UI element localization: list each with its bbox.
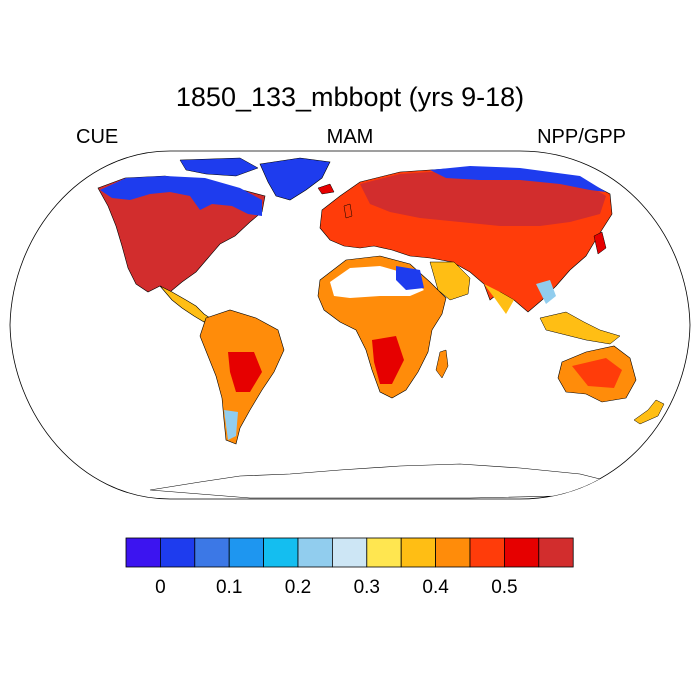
colorbar-tick-label: 0.5 [491, 577, 517, 598]
colorbar-bin [159, 537, 196, 568]
land-south-asia [484, 284, 514, 314]
colorbar-tick-label: 0.1 [216, 577, 242, 598]
colorbar-bin [228, 537, 264, 568]
land-arctic-blue [430, 166, 606, 192]
land-greenland [259, 157, 331, 201]
colorbar-bin [503, 537, 540, 568]
land-indonesia [539, 311, 621, 345]
colorbar-tick-labels: 0 0.1 0.2 0.3 0.4 0.5 [155, 577, 517, 598]
colorbar-bin [400, 537, 437, 568]
land-antarctica [149, 463, 621, 499]
right-string: NPP/GPP [537, 126, 626, 148]
land-arabia [429, 261, 471, 301]
colorbar-bin [469, 537, 505, 568]
colorbar-bin [297, 537, 333, 568]
land-south-america-red [228, 352, 262, 392]
colorbar-tick-label: 0.3 [354, 577, 380, 598]
colorbar-tick-label: 0.4 [422, 577, 449, 598]
land-madagascar [435, 349, 449, 379]
left-string: CUE [76, 126, 119, 148]
colorbar-bin [263, 537, 299, 568]
land-new-zealand [633, 399, 665, 425]
land-siberia-red [360, 170, 606, 226]
land-sahara-blue [396, 266, 424, 290]
land-se-asia-blue [536, 280, 556, 304]
figure-title: 1850_133_mbbopt (yrs 9-18) [175, 82, 525, 112]
land-iceland [317, 183, 335, 195]
land-patagonia-blue [224, 410, 238, 440]
colorbar-bin [331, 537, 368, 568]
colorbar-bin [366, 537, 402, 568]
colorbar-bin [194, 537, 230, 568]
colorbar-tick-label: 0.2 [285, 577, 311, 598]
land-africa-red [372, 336, 404, 384]
land-uk [343, 203, 353, 219]
land-japan [593, 231, 607, 255]
land-australia-red [572, 358, 622, 388]
colorbar-tick-label: 0 [155, 577, 166, 598]
land-alaska-arctic-blue [100, 176, 262, 216]
center-string: MAM [326, 126, 374, 148]
colorbar-bin [125, 537, 161, 568]
colorbar-bins [125, 537, 574, 568]
colorbar-bin [538, 537, 574, 568]
land-canada-islands [179, 157, 259, 177]
colorbar-bin [435, 537, 471, 568]
